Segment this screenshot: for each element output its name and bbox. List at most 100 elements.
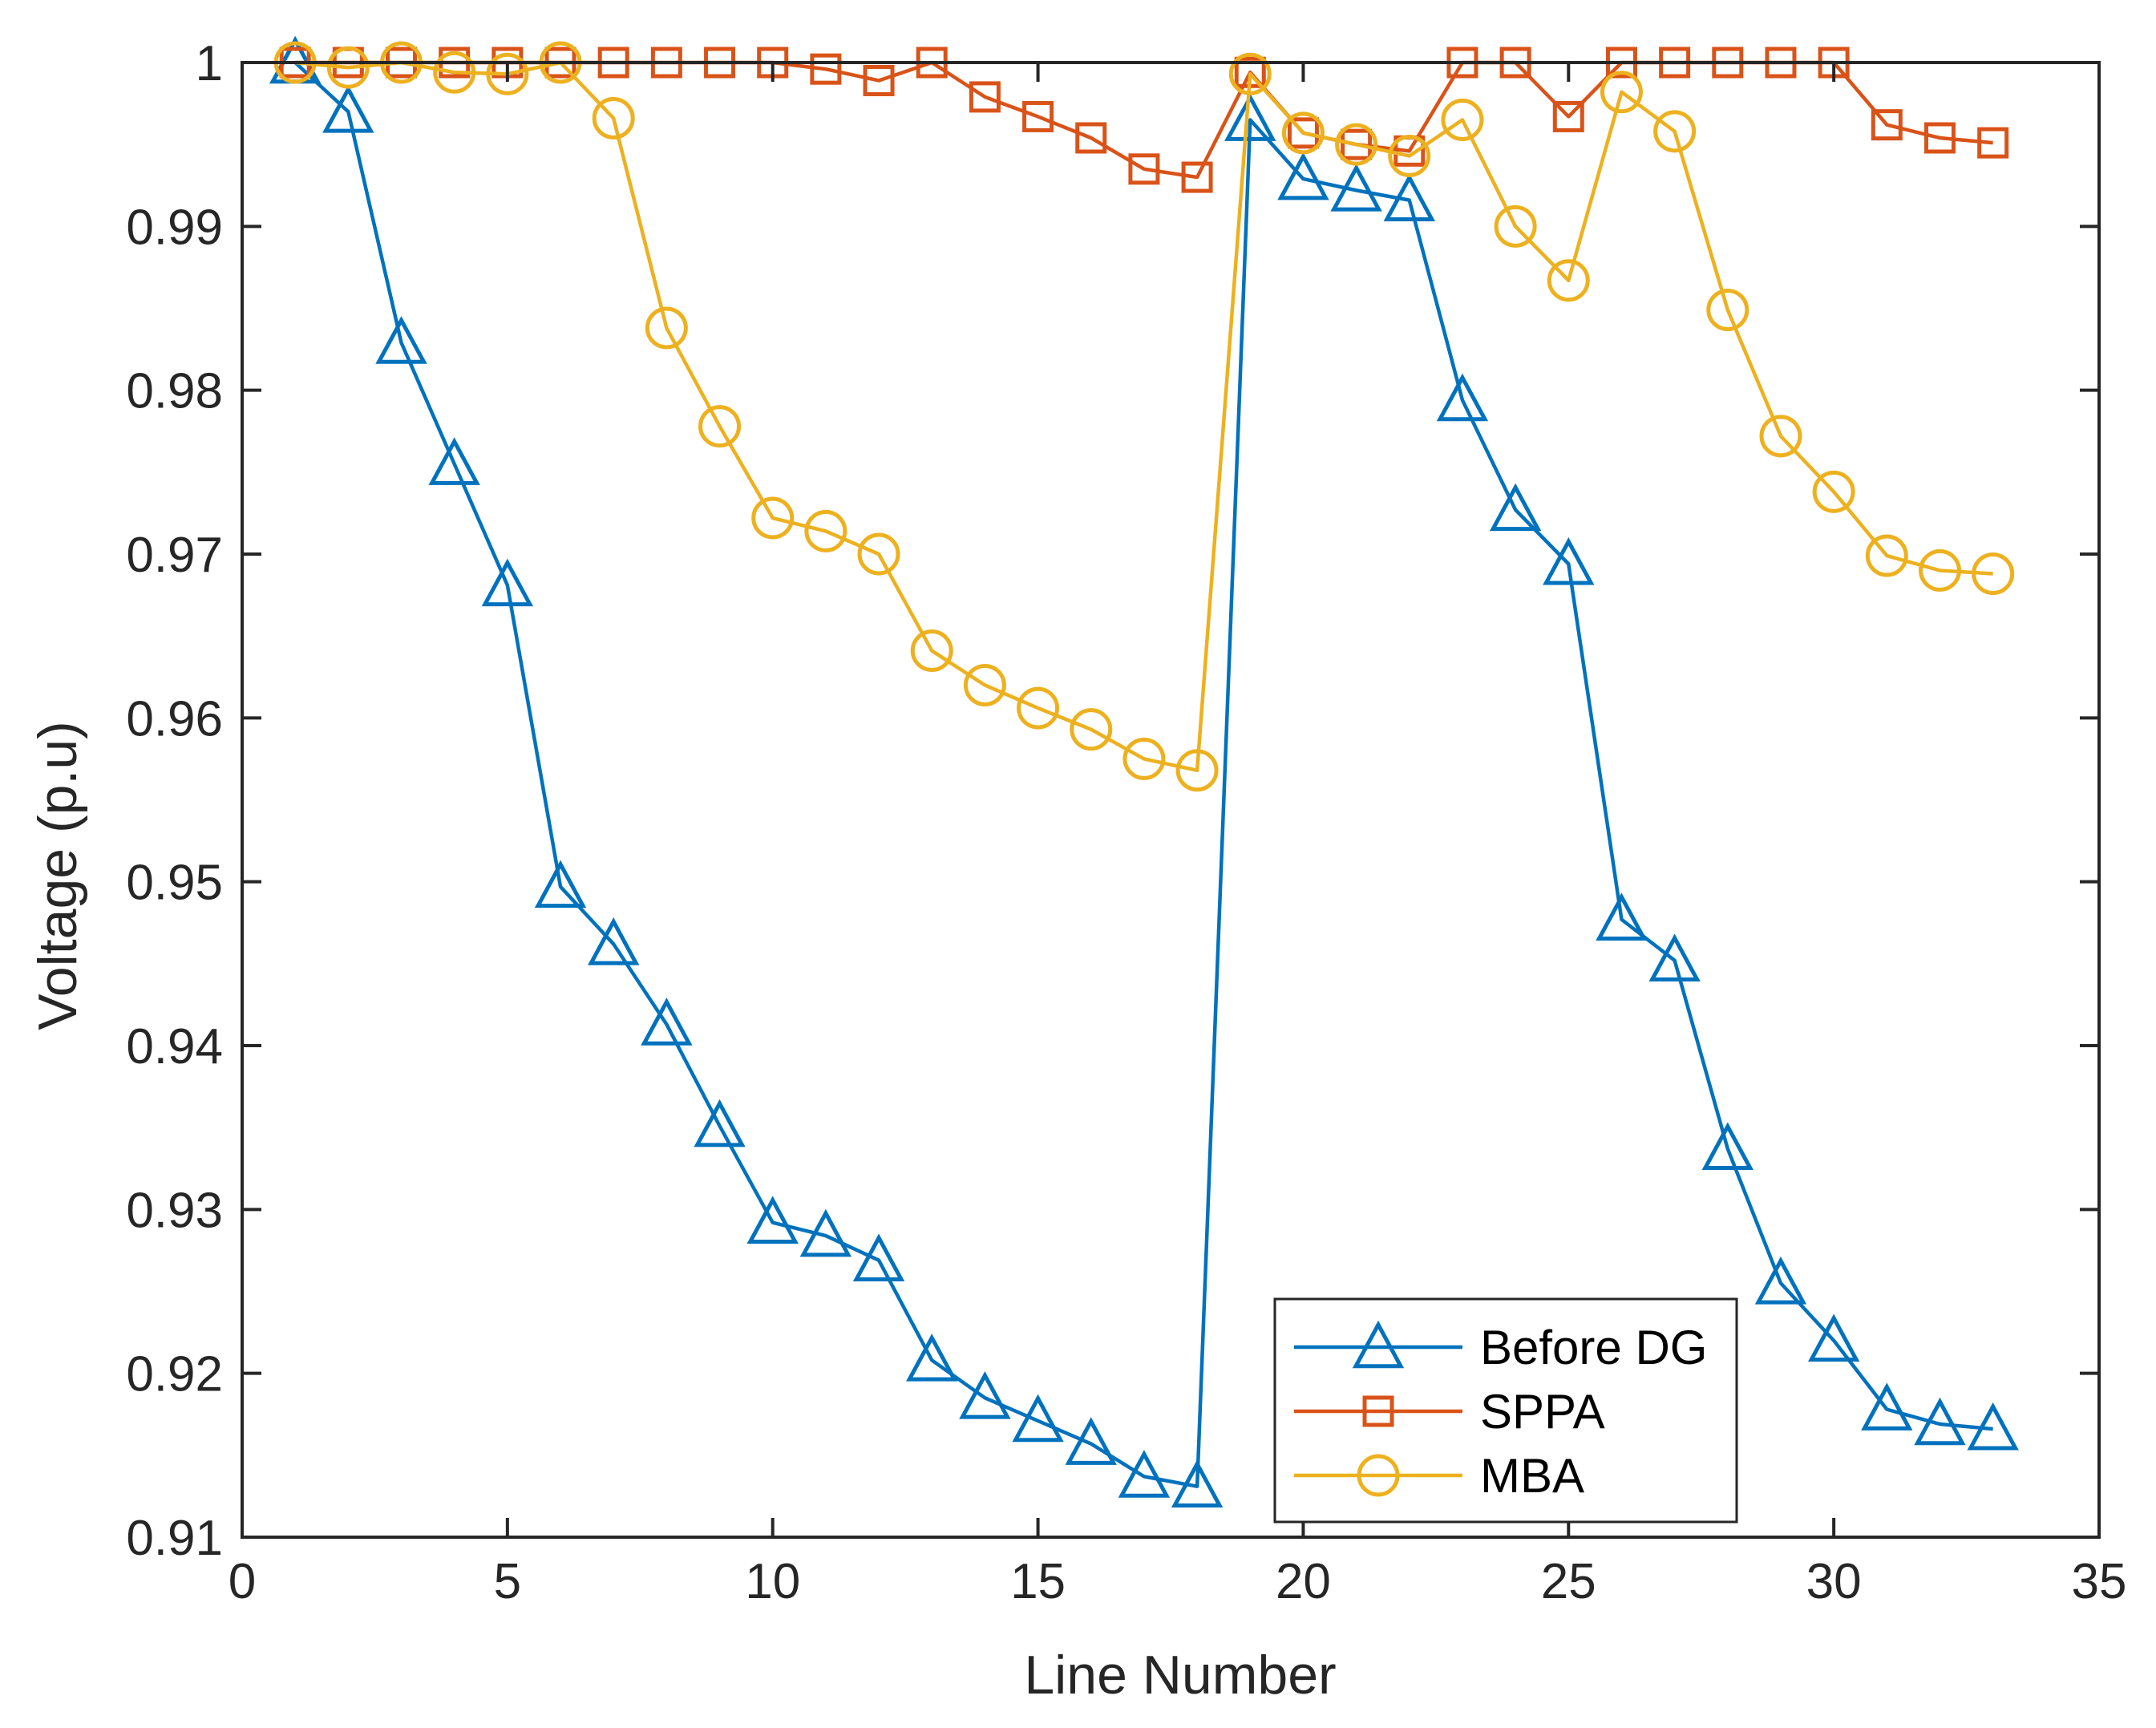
data-point-mba: [486, 52, 529, 95]
data-point-mba: [1706, 289, 1749, 332]
data-point-before-dg: [1489, 483, 1542, 532]
x-tick-label: 0: [229, 1554, 256, 1609]
data-point-sppa: [1287, 117, 1319, 149]
data-point-mba: [751, 496, 795, 540]
legend-marker-mba: [1357, 1454, 1400, 1497]
data-point-before-dg: [375, 316, 427, 364]
data-point-before-dg: [641, 998, 693, 1046]
data-point-before-dg: [428, 437, 480, 485]
data-point-before-dg: [1224, 93, 1276, 141]
data-point-before-dg: [1701, 1122, 1754, 1171]
data-point-mba: [910, 629, 953, 673]
data-point-before-dg: [852, 1233, 905, 1281]
data-point-before-dg: [1861, 1382, 1913, 1431]
data-point-before-dg: [1330, 164, 1382, 212]
data-point-mba: [1918, 548, 1961, 592]
data-point-before-dg: [959, 1371, 1011, 1419]
data-point-mba: [1070, 708, 1113, 751]
data-point-before-dg: [1596, 892, 1648, 941]
data-point-before-dg: [1383, 173, 1435, 221]
y-tick-label: 0.96: [126, 691, 223, 747]
x-tick-label: 10: [745, 1554, 800, 1609]
legend-label-before-dg: Before DG: [1480, 1321, 1707, 1374]
data-point-mba: [1017, 686, 1060, 730]
data-point-before-dg: [1807, 1313, 1860, 1362]
y-tick-label: 0.97: [126, 528, 223, 583]
data-point-mba: [1228, 52, 1272, 95]
data-point-sppa: [810, 53, 842, 85]
data-point-sppa: [1075, 122, 1107, 154]
plot-area: [269, 35, 2019, 1507]
y-axis-label: Voltage (p.u): [27, 721, 88, 1030]
data-point-before-dg: [1012, 1394, 1064, 1443]
data-point-mba: [1759, 415, 1802, 458]
data-point-mba: [1653, 110, 1697, 153]
data-point-before-dg: [1277, 152, 1329, 200]
x-tick-label: 5: [494, 1554, 521, 1609]
data-point-before-dg: [481, 558, 534, 607]
data-point-before-dg: [799, 1208, 852, 1257]
data-point-mba: [1812, 470, 1855, 513]
data-point-before-dg: [1914, 1397, 1966, 1446]
data-point-mba: [1335, 123, 1378, 166]
data-point-sppa: [969, 81, 1001, 113]
data-point-mba: [433, 51, 476, 94]
data-point-mba: [1865, 534, 1908, 577]
data-point-sppa: [1022, 100, 1054, 132]
data-point-before-dg: [1754, 1257, 1807, 1305]
data-point-before-dg: [1118, 1450, 1171, 1498]
data-point-mba: [1281, 111, 1325, 155]
y-tick-label: 0.93: [126, 1183, 223, 1238]
y-tick-label: 0.92: [126, 1347, 223, 1402]
data-point-sppa: [1871, 109, 1903, 141]
data-point-mba: [645, 306, 688, 350]
y-tick-label: 0.94: [126, 1019, 223, 1074]
axes: 0 5 10 15 20 25 30 35 0.91 0.92 0.93 0.94 0.95 0.96 0.…: [126, 36, 2126, 1609]
x-tick-label: 35: [2072, 1554, 2127, 1609]
axes-box: [241, 61, 2101, 1539]
y-tick-label: 0.98: [126, 364, 223, 419]
data-point-before-dg: [1967, 1402, 2019, 1451]
data-point-sppa: [1923, 122, 1956, 154]
data-point-before-dg: [694, 1099, 746, 1147]
data-point-sppa: [1341, 128, 1373, 160]
data-point-before-dg: [746, 1196, 799, 1244]
data-point-before-dg: [1543, 537, 1595, 585]
data-point-mba: [1122, 737, 1166, 780]
data-point-before-dg: [906, 1333, 958, 1382]
data-point-before-dg: [588, 917, 640, 965]
legend-label-mba: MBA: [1480, 1449, 1584, 1503]
legend-label-sppa: SPPA: [1480, 1385, 1605, 1439]
data-point-sppa: [1977, 127, 2009, 159]
data-point-before-dg: [534, 860, 587, 909]
data-point-mba: [1547, 259, 1590, 302]
data-point-mba: [1972, 552, 2015, 596]
legend-marker-before-dg: [1352, 1320, 1405, 1369]
x-tick-label: 25: [1541, 1554, 1596, 1609]
x-axis-label: Line Number: [1024, 1645, 1336, 1706]
series-group: [269, 35, 2019, 1507]
data-point-sppa: [863, 64, 895, 96]
data-point-mba: [698, 405, 742, 448]
data-point-before-dg: [1648, 933, 1701, 982]
x-tick-label: 20: [1276, 1554, 1331, 1609]
y-tick-label: 0.99: [126, 200, 223, 255]
legend: Before DG SPPA MBA: [1273, 1297, 1738, 1524]
data-point-before-dg: [1171, 1459, 1224, 1507]
series-line-mba: [294, 60, 1993, 772]
data-point-mba: [326, 46, 370, 89]
x-tick-label: 15: [1010, 1554, 1066, 1609]
y-tick-label: 0.91: [126, 1511, 223, 1566]
data-point-mba: [1600, 71, 1643, 114]
data-point-mba: [804, 509, 847, 552]
data-point-sppa: [1128, 153, 1160, 185]
data-point-mba: [857, 532, 900, 576]
data-point-sppa: [1181, 161, 1213, 193]
data-point-mba: [1441, 99, 1484, 142]
legend-marker-sppa: [1362, 1395, 1394, 1427]
data-point-mba: [1175, 749, 1219, 792]
y-tick-label: 0.95: [126, 856, 223, 911]
data-point-mba: [1388, 134, 1431, 177]
data-point-before-dg: [322, 85, 374, 133]
